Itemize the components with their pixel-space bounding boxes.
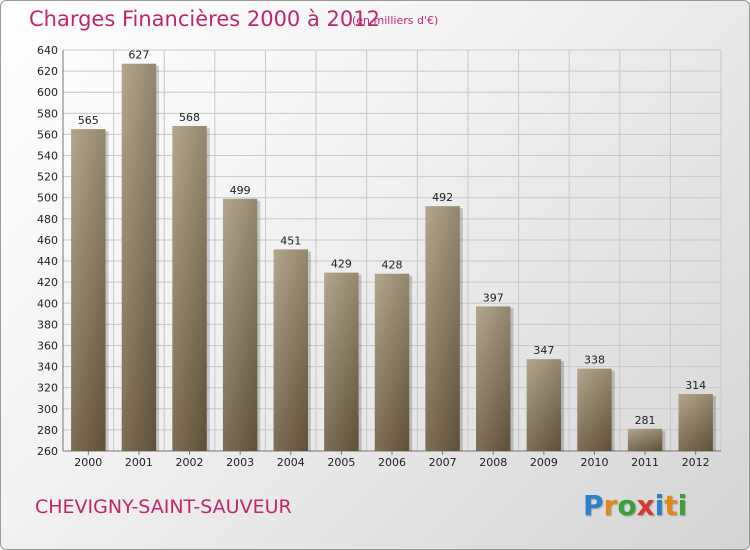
bar-shading (121, 63, 157, 452)
y-tick-label: 540 (37, 150, 58, 163)
y-tick-label: 440 (37, 255, 58, 268)
data-label: 568 (179, 111, 200, 124)
x-tick-label: 2010 (580, 456, 608, 469)
bar-shading (222, 198, 258, 451)
logo-letter: i (677, 489, 688, 522)
y-tick-label: 300 (37, 403, 58, 416)
y-tick-label: 460 (37, 234, 58, 247)
logo-letter: P (583, 489, 604, 522)
y-tick-label: 480 (37, 213, 58, 226)
logo-letter: r (603, 489, 618, 522)
x-tick-label: 2009 (530, 456, 558, 469)
bar-shading (172, 125, 207, 452)
data-label: 347 (533, 344, 554, 357)
y-tick-label: 520 (37, 171, 58, 184)
x-tick-label: 2011 (631, 456, 659, 469)
data-label: 338 (584, 354, 605, 367)
commune-name: CHEVIGNY-SAINT-SAUVEUR (35, 496, 292, 518)
x-tick-label: 2007 (429, 456, 457, 469)
y-tick-label: 260 (37, 445, 58, 458)
x-tick-label: 2002 (176, 456, 204, 469)
x-tick-label: 2001 (125, 456, 153, 469)
chart-subtitle: (en milliers d'€) (352, 14, 439, 27)
data-label: 397 (483, 291, 504, 304)
bar-shading (577, 368, 612, 451)
x-tick-label: 2003 (226, 456, 254, 469)
bar-shading (476, 306, 511, 451)
logo-letter: o (617, 489, 637, 522)
x-tick-label: 2006 (378, 456, 406, 469)
bar-shading (627, 428, 663, 451)
data-label: 627 (128, 49, 149, 62)
y-tick-label: 340 (37, 361, 58, 374)
chart-title: Charges Financières 2000 à 2012 (29, 7, 380, 31)
x-tick-label: 2012 (682, 456, 710, 469)
y-tick-label: 380 (37, 318, 58, 331)
y-tick-label: 620 (37, 65, 58, 78)
x-tick-label: 2008 (479, 456, 507, 469)
logo-letter: t (664, 489, 678, 522)
bar-shading (71, 129, 106, 452)
bar-shading (273, 249, 308, 451)
data-label: 314 (685, 379, 706, 392)
data-label: 428 (382, 259, 403, 272)
y-tick-label: 500 (37, 192, 58, 205)
data-label: 451 (280, 234, 301, 247)
data-label: 429 (331, 258, 352, 271)
y-tick-label: 580 (37, 107, 58, 120)
x-tick-label: 2005 (327, 456, 355, 469)
y-tick-label: 420 (37, 276, 58, 289)
y-tick-label: 280 (37, 424, 58, 437)
data-label: 281 (635, 414, 656, 427)
y-tick-label: 600 (37, 86, 58, 99)
x-tick-label: 2004 (277, 456, 305, 469)
data-label: 565 (78, 114, 99, 127)
bar-shading (324, 272, 359, 451)
y-tick-label: 320 (37, 382, 58, 395)
data-label: 499 (230, 184, 251, 197)
bar-shading (374, 273, 410, 451)
logo-letter: i (654, 489, 665, 522)
y-tick-label: 400 (37, 297, 58, 310)
y-tick-label: 360 (37, 339, 58, 352)
proxiti-logo: Proxiti (583, 489, 687, 522)
bar-shading (678, 394, 713, 451)
data-label: 492 (432, 191, 453, 204)
x-tick-label: 2000 (74, 456, 102, 469)
bar-shading (526, 359, 562, 451)
y-tick-label: 560 (37, 128, 58, 141)
y-tick-label: 640 (37, 44, 58, 57)
bar-shading (425, 206, 460, 451)
logo-letter: x (636, 489, 655, 522)
